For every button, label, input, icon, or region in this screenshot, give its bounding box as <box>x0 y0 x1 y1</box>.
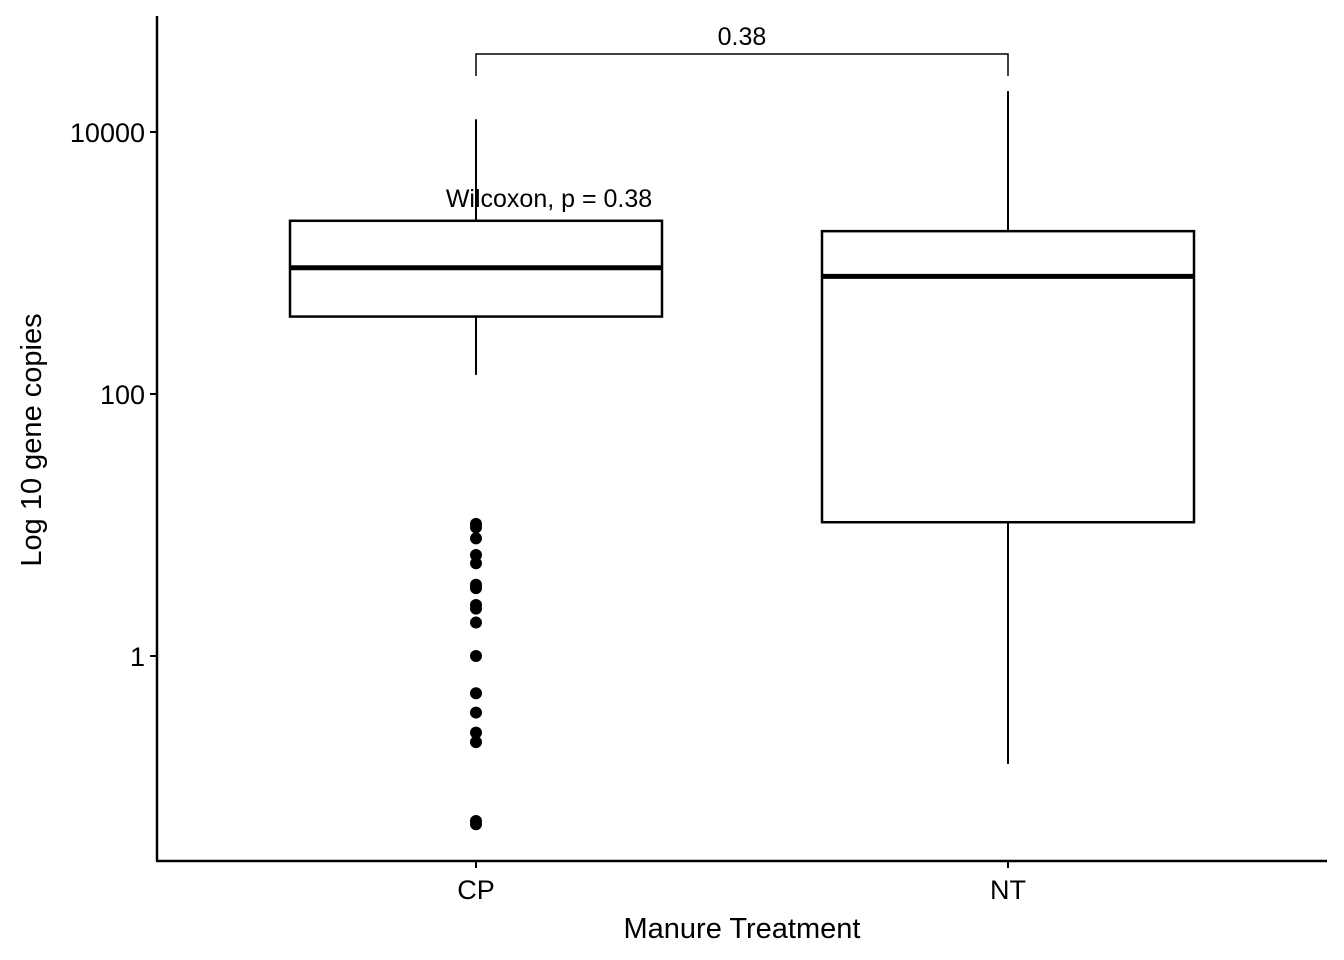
y-tick-label: 100 <box>100 380 145 410</box>
outlier-point <box>470 582 482 595</box>
x-tick-label-nt: NT <box>990 875 1026 905</box>
x-tick-label-cp: CP <box>457 875 495 905</box>
comparison-bracket <box>475 53 1009 76</box>
iqr-box <box>820 229 1196 524</box>
x-axis-ticks: CP NT <box>457 861 1026 905</box>
outlier-point <box>470 818 482 831</box>
outlier-point <box>470 557 482 570</box>
bracket-p-label: 0.38 <box>718 23 767 51</box>
annotations: 0.38 Wilcoxon, p = 0.38 <box>446 23 1009 213</box>
outlier-point <box>470 687 482 700</box>
outlier-point <box>470 549 482 562</box>
outlier-point <box>470 736 482 749</box>
y-axis-title: Log 10 gene copies <box>16 313 48 566</box>
outlier-point <box>470 532 482 545</box>
y-tick-label: 10000 <box>70 118 145 148</box>
box-nt <box>820 91 1196 764</box>
box-series <box>288 91 1196 831</box>
y-tick-label: 1 <box>130 642 145 672</box>
outlier-point <box>470 650 482 662</box>
outlier-point <box>470 602 482 615</box>
plot-area: 1 100 10000 CP NT 0.38 Wilcoxon, p = 0.38 <box>70 16 1327 905</box>
outlier-point <box>470 616 482 629</box>
outlier-point <box>470 521 482 534</box>
x-axis-title: Manure Treatment <box>624 913 861 945</box>
outlier-point <box>470 706 482 719</box>
wilcoxon-label: Wilcoxon, p = 0.38 <box>446 185 652 213</box>
y-axis-ticks: 1 100 10000 <box>70 118 157 672</box>
box-cp <box>288 119 664 831</box>
outlier-point <box>470 726 482 739</box>
